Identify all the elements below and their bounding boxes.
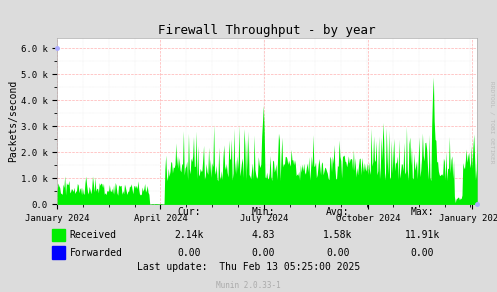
Text: Cur:: Cur: [177,207,201,217]
Text: 11.91k: 11.91k [405,230,440,240]
Text: Received: Received [70,230,117,240]
Text: Min:: Min: [251,207,275,217]
Text: Max:: Max: [411,207,434,217]
Text: 0.00: 0.00 [177,248,201,258]
Text: 0.00: 0.00 [251,248,275,258]
Text: Munin 2.0.33-1: Munin 2.0.33-1 [216,281,281,290]
Text: Forwarded: Forwarded [70,248,122,258]
Text: 1.58k: 1.58k [323,230,353,240]
Text: 2.14k: 2.14k [174,230,204,240]
Text: 4.83: 4.83 [251,230,275,240]
Y-axis label: Packets/second: Packets/second [8,80,18,162]
Text: RRDTOOL / TOBI OETIKER: RRDTOOL / TOBI OETIKER [490,81,495,164]
Text: Last update:  Thu Feb 13 05:25:00 2025: Last update: Thu Feb 13 05:25:00 2025 [137,262,360,272]
Text: 0.00: 0.00 [411,248,434,258]
Title: Firewall Throughput - by year: Firewall Throughput - by year [159,24,376,37]
Text: 0.00: 0.00 [326,248,350,258]
Text: Avg:: Avg: [326,207,350,217]
